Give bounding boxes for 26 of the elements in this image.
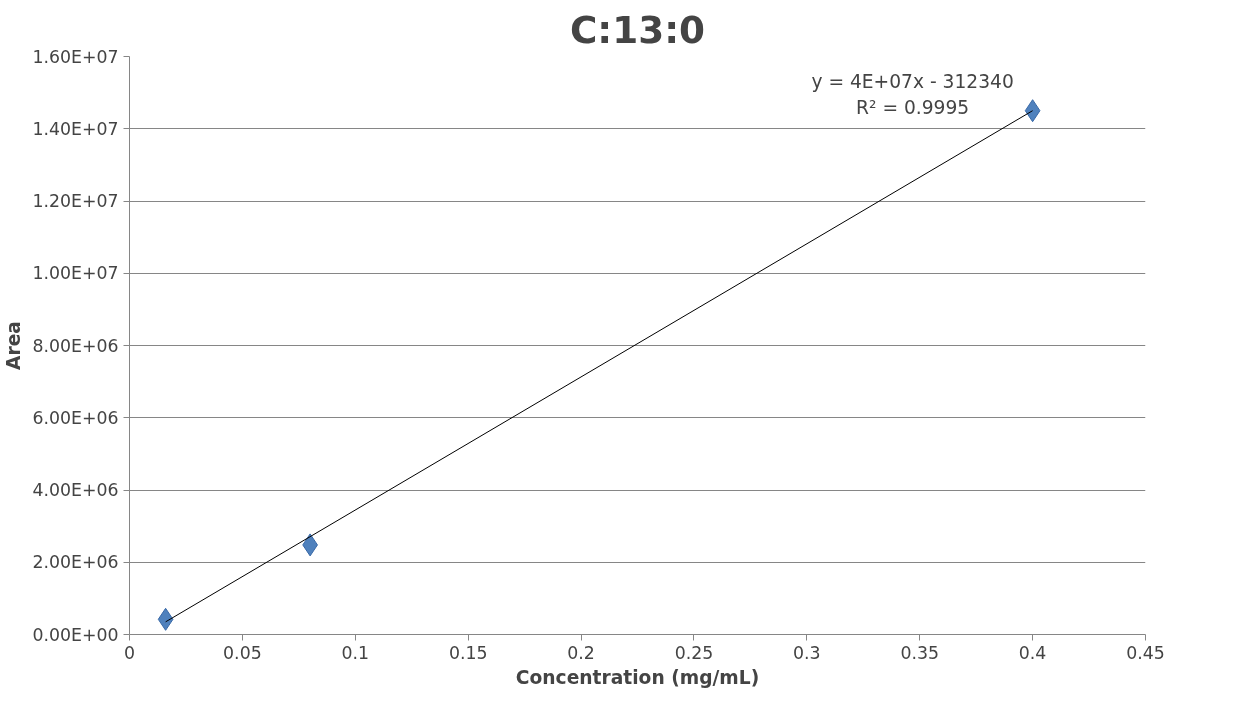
y-tick-label: 1.00E+07 [32,263,119,284]
y-tick-label: 1.40E+07 [32,118,119,139]
x-tick-label: 0.05 [223,642,262,663]
x-tick-label: 0.4 [1018,642,1047,663]
y-tick-label: 4.00E+06 [32,480,119,500]
point [157,607,174,631]
x-tick-label: 0.25 [674,642,714,663]
x-tick-label: 0.35 [900,642,940,663]
annotation: R² = 0.9995 [856,96,970,118]
point [1024,99,1041,123]
y-tick-label: 1.20E+07 [32,191,119,211]
x-tick-label: 0.15 [448,642,488,663]
annotation: y = 4E+07x - 312340 [811,70,1014,92]
x-tick-label: 0.1 [341,642,370,663]
x-tick-label: 0 [123,642,136,663]
y-tick-label: 0.00E+00 [32,624,119,645]
x-axis-title: Concentration (mg/mL) [515,666,760,688]
y-tick-label: 1.60E+07 [32,46,119,67]
y-tick-label: 6.00E+06 [32,407,119,428]
y-tick-label: 2.00E+06 [32,552,119,573]
y-axis-title: Area [3,321,25,370]
chart-title: C:13:0 [569,7,706,52]
y-tick-label: 8.00E+06 [32,335,119,356]
x-tick-label: 0.3 [793,642,821,663]
x-tick-label: 0.45 [1126,642,1165,663]
x-tick-label: 0.2 [567,642,595,663]
